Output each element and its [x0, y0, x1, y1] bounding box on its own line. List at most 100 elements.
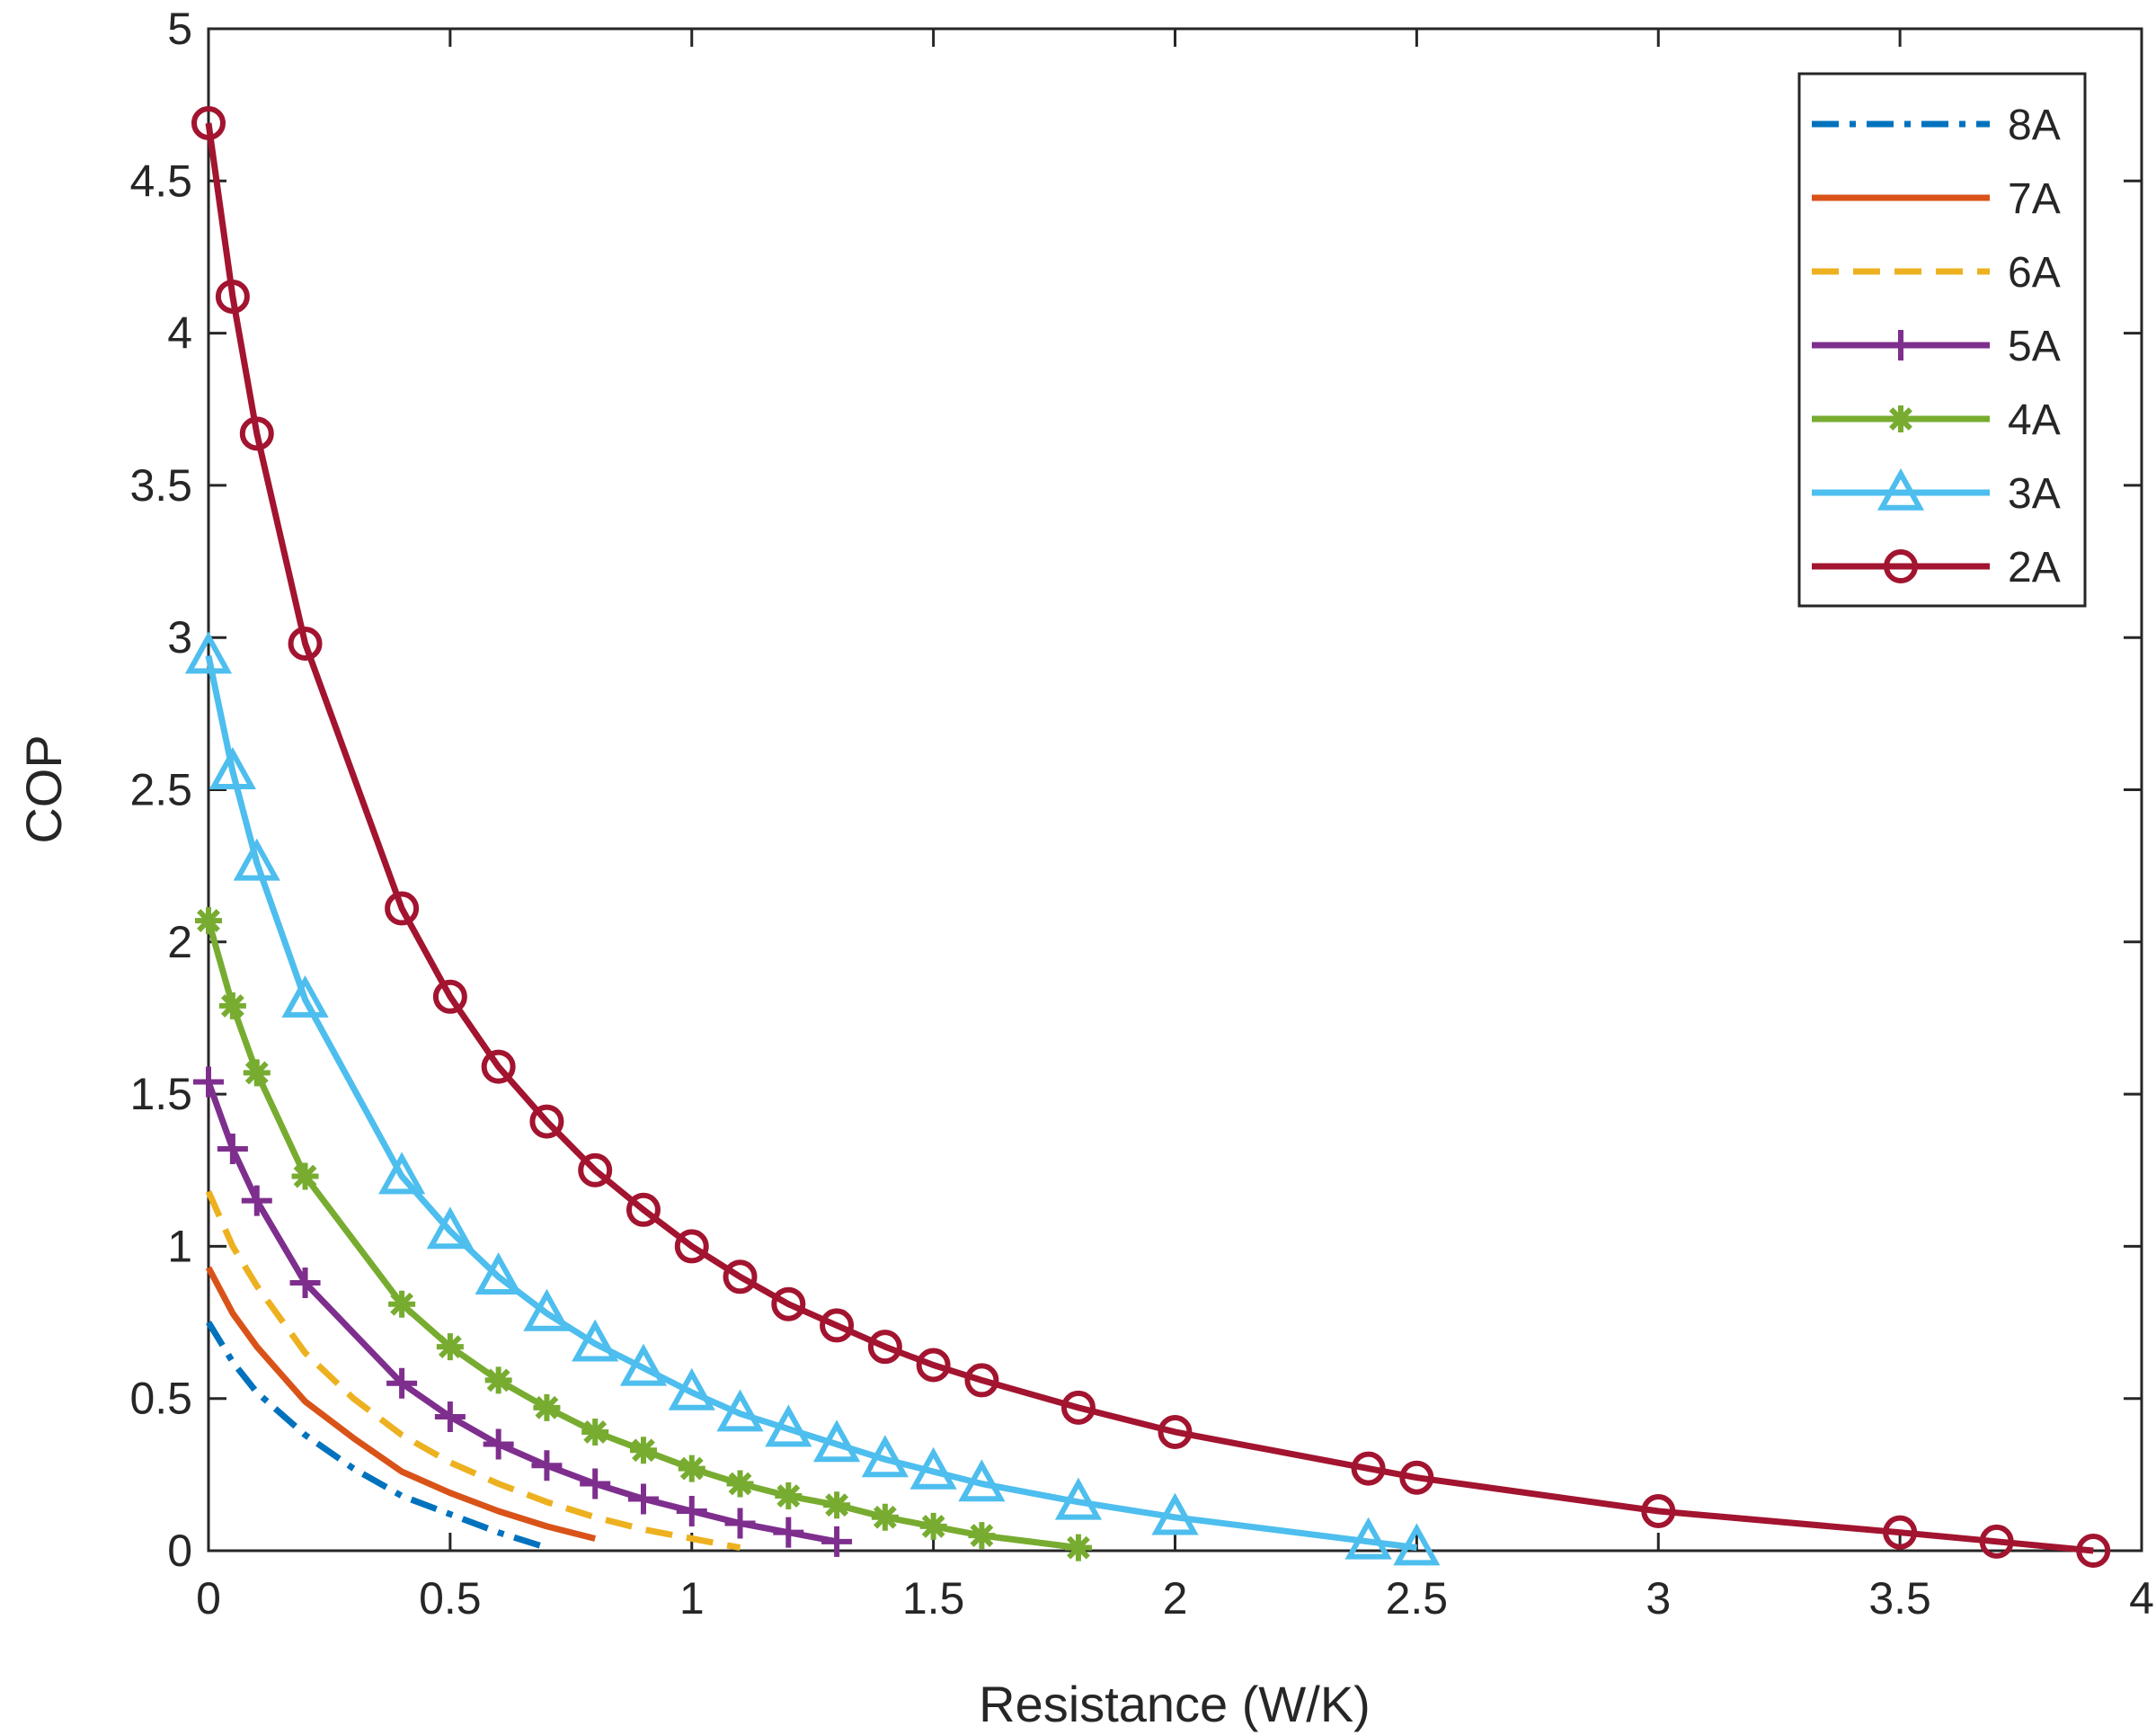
marker-triangle [184, 631, 233, 674]
marker-asterisk [243, 1059, 271, 1087]
marker-triangle [523, 1288, 571, 1331]
marker-circle [432, 979, 467, 1014]
marker-asterisk [678, 1455, 705, 1482]
series-layer [184, 105, 2111, 1568]
marker-circle [529, 1104, 564, 1139]
marker-asterisk [919, 1512, 947, 1540]
series-6A [205, 1190, 741, 1552]
marker-plus [217, 1134, 248, 1165]
legend: 8A 7A 6A 5A 4A 3A 2A [1797, 72, 2087, 608]
marker-triangle [668, 1367, 715, 1410]
marker-circle [1883, 1515, 1918, 1550]
marker-asterisk [581, 1418, 609, 1446]
y-axis-label: COP [15, 734, 72, 843]
series-4A [195, 907, 1092, 1562]
marker-triangle [812, 1419, 861, 1463]
marker-plus [1885, 330, 1916, 360]
marker-plus [676, 1495, 707, 1526]
series-7A [205, 1266, 597, 1542]
marker-circle [626, 1192, 661, 1227]
marker-circle [1641, 1493, 1676, 1528]
marker-circle [1399, 1460, 1434, 1495]
legend-item-3A: 3A [1812, 467, 2061, 518]
y-tick-label: 5 [167, 4, 192, 54]
marker-plus [434, 1401, 466, 1433]
marker-asterisk [388, 1290, 416, 1318]
marker-plus [289, 1268, 321, 1299]
legend-item-4A: 4A [1812, 396, 2061, 444]
y-tick-label: 4.5 [129, 156, 192, 206]
marker-circle [964, 1363, 999, 1398]
x-axis-label: Resistance (W/K) [979, 1676, 1371, 1732]
marker-circle [674, 1229, 709, 1264]
marker-triangle [426, 1206, 474, 1250]
y-tick-label: 0.5 [129, 1374, 192, 1424]
legend-label: 3A [2008, 470, 2061, 518]
series-3A [184, 631, 1441, 1566]
marker-triangle [475, 1252, 522, 1295]
marker-asterisk [195, 907, 222, 935]
marker-plus [241, 1185, 272, 1216]
marker-circle [215, 279, 250, 314]
marker-asterisk [218, 992, 246, 1019]
marker-circle [288, 626, 323, 661]
marker-triangle [909, 1446, 957, 1490]
marker-asterisk [291, 1162, 319, 1190]
legend-item-2A: 2A [1812, 544, 2061, 592]
y-tick-label: 1.5 [129, 1069, 192, 1119]
marker-plus [193, 1066, 224, 1098]
marker-plus [724, 1508, 756, 1539]
series-line-2A [205, 122, 2094, 1554]
marker-triangle [765, 1404, 812, 1447]
marker-plus [531, 1450, 563, 1481]
marker-asterisk [484, 1366, 512, 1394]
marker-circle [481, 1049, 516, 1084]
marker-asterisk [629, 1437, 657, 1464]
marker-circle [1158, 1414, 1193, 1449]
marker-triangle [861, 1435, 909, 1478]
legend-label: 7A [2008, 175, 2061, 223]
y-tick-label: 2.5 [129, 765, 192, 815]
marker-circle [1979, 1524, 2014, 1559]
x-tick-label: 0.5 [419, 1573, 482, 1624]
series-line-3A [205, 654, 1417, 1552]
y-tick-label: 3.5 [129, 460, 192, 511]
series-5A [193, 1066, 853, 1557]
marker-triangle [1877, 467, 1925, 511]
y-axis-ticks: 0 0.5 1 1.5 2 2.5 3 3.5 4 4.5 5 [129, 4, 2142, 1576]
marker-triangle [1344, 1517, 1392, 1560]
legend-label: 4A [2008, 396, 2061, 444]
marker-circle [867, 1330, 902, 1365]
marker-asterisk [533, 1393, 561, 1421]
marker-asterisk [726, 1470, 754, 1498]
marker-triangle [233, 838, 280, 881]
marker-asterisk [871, 1503, 899, 1531]
marker-triangle [1151, 1492, 1199, 1535]
legend-label: 2A [2008, 544, 2061, 592]
marker-plus [580, 1468, 611, 1499]
marker-plus [773, 1517, 804, 1548]
legend-box [1797, 72, 2087, 608]
x-axis-ticks: 0 0.5 1 1.5 2 2.5 3 3.5 4 [196, 29, 2154, 1624]
series-line-8A [206, 1321, 548, 1551]
marker-circle [820, 1308, 855, 1343]
marker-asterisk [1064, 1534, 1092, 1562]
legend-label: 8A [2008, 102, 2061, 149]
y-tick-label: 4 [167, 308, 192, 359]
x-tick-label: 0 [196, 1573, 221, 1624]
y-tick-label: 3 [167, 612, 192, 663]
marker-circle [916, 1348, 951, 1383]
marker-plus [483, 1428, 514, 1460]
marker-triangle [1393, 1523, 1441, 1566]
marker-asterisk [1887, 405, 1914, 432]
legend-label: 5A [2008, 323, 2061, 370]
legend-item-8A: 8A [1812, 102, 2061, 149]
marker-triangle [619, 1343, 668, 1386]
marker-asterisk [823, 1491, 851, 1519]
legend-item-7A: 7A [1812, 175, 2061, 223]
marker-triangle [1054, 1477, 1103, 1520]
y-tick-label: 2 [167, 917, 192, 967]
marker-circle [1351, 1451, 1386, 1486]
legend-item-5A: 5A [1812, 323, 2061, 370]
